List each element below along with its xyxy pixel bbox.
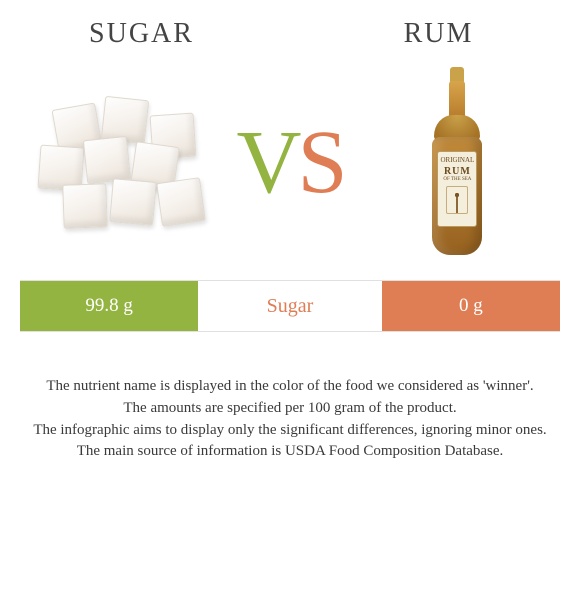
sugar-pile-icon (33, 88, 213, 238)
vs-s: S (297, 113, 343, 212)
note-line-2: The amounts are specified per 100 gram o… (26, 398, 554, 420)
title-right: RUM (317, 18, 560, 50)
note-line-3: The infographic aims to display only the… (26, 420, 554, 442)
comparison-bar: 99.8 g Sugar 0 g (20, 280, 560, 332)
note-line-1: The nutrient name is displayed in the co… (26, 376, 554, 398)
note-line-4: The main source of information is USDA F… (26, 441, 554, 463)
bottle-label-top: ORIGINAL (440, 156, 474, 164)
bottle-label-brand: RUM (444, 166, 471, 177)
bar-left-value: 99.8 g (20, 281, 198, 331)
title-left: SUGAR (20, 18, 263, 50)
footer-notes: The nutrient name is displayed in the co… (20, 376, 560, 463)
sugar-illustration (20, 58, 225, 268)
rum-illustration: ORIGINAL RUM OF THE SEA (355, 58, 560, 268)
bottle-label-glyph-icon (446, 186, 468, 214)
vs-v: V (236, 113, 297, 212)
titles-row: SUGAR RUM (20, 18, 560, 50)
hero-row: VS ORIGINAL RUM OF THE SEA (20, 58, 560, 268)
bottle-label-sub: OF THE SEA (443, 177, 471, 182)
infographic-container: SUGAR RUM VS (0, 0, 580, 604)
bar-nutrient: Sugar (198, 281, 382, 331)
rum-bottle-icon: ORIGINAL RUM OF THE SEA (428, 67, 486, 259)
bar-right-value: 0 g (382, 281, 560, 331)
vs-label: VS (225, 118, 355, 208)
